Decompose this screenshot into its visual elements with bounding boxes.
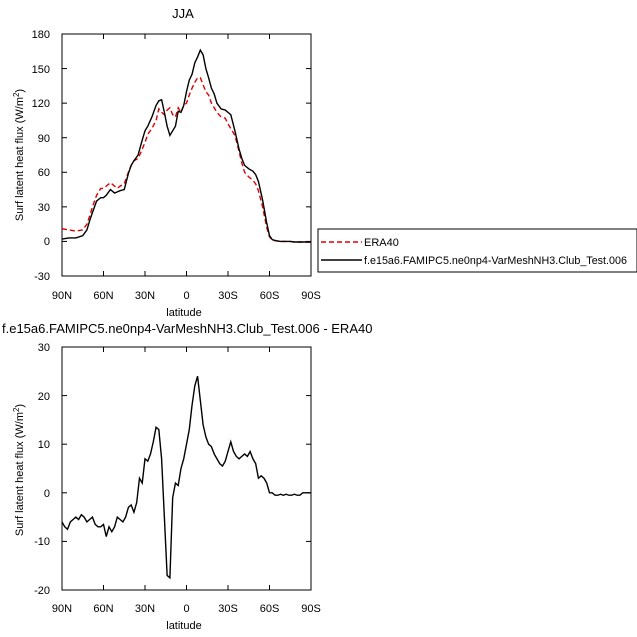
ylabel-superscript: 2	[12, 407, 21, 412]
ytick-label: 120	[32, 98, 50, 110]
series-line-model	[62, 48, 311, 243]
ytick-label: 0	[44, 236, 50, 248]
plot-bottom-xaxis: 90N 60N 30N 0 30S 60S 90S	[52, 603, 321, 615]
xtick-label: 90N	[52, 603, 72, 615]
ytick-label: 180	[32, 29, 50, 41]
xtick-label: 30S	[218, 603, 238, 615]
plot-bottom-yaxis: -20 -10 0 10 20 30	[34, 342, 50, 597]
ytick-label: 150	[32, 64, 50, 76]
plot-bottom-ylabel: Surf latent heat flux (W/m2)	[12, 404, 26, 536]
series-line-era40	[62, 77, 311, 243]
xtick-label: 90S	[301, 290, 321, 302]
ylabel-main: Surf latent heat flux (W/m	[14, 412, 26, 536]
plot-bottom-title: f.e15a6.FAMIPC5.ne0np4-VarMeshNH3.Club_T…	[2, 321, 372, 336]
plot-top-title: JJA	[172, 6, 194, 21]
xtick-label: 0	[183, 290, 189, 302]
xtick-label: 90N	[52, 290, 72, 302]
ytick-label: 20	[38, 391, 50, 403]
plot-top-xaxis: 90N 60N 30N 0 30S 60S 90S	[52, 290, 321, 302]
ytick-label: 10	[38, 439, 50, 451]
ylabel-end: )	[14, 404, 26, 408]
xtick-label: 60N	[93, 603, 113, 615]
ytick-label: -30	[34, 271, 50, 283]
ytick-label: -20	[34, 585, 50, 597]
plot-top-ylabel: Surf latent heat flux (W/m2)	[12, 89, 26, 221]
legend-label-model: f.e15a6.FAMIPC5.ne0np4-VarMeshNH3.Club_T…	[364, 255, 627, 267]
ylabel-superscript: 2	[12, 92, 21, 97]
legend: ERA40 f.e15a6.FAMIPC5.ne0np4-VarMeshNH3.…	[317, 228, 637, 273]
legend-box	[317, 228, 637, 273]
ytick-label: 60	[38, 167, 50, 179]
xtick-label: 90S	[301, 603, 321, 615]
xtick-label: 30S	[218, 290, 238, 302]
xtick-label: 60S	[260, 603, 280, 615]
ytick-label: -10	[34, 536, 50, 548]
ytick-label: 30	[38, 202, 50, 214]
ytick-label: 30	[38, 342, 50, 354]
ytick-label: 0	[44, 488, 50, 500]
xtick-label: 0	[183, 603, 189, 615]
plot-top-xlabel: latitude	[166, 307, 201, 319]
xtick-label: 60S	[260, 290, 280, 302]
plot-bottom-frame	[61, 346, 312, 591]
ylabel-end: )	[14, 89, 26, 93]
plot-top-yaxis: -30 0 30 60 90 120 150 180	[32, 29, 50, 283]
plot-bottom-xlabel: latitude	[166, 620, 201, 632]
legend-label-era40: ERA40	[364, 237, 399, 249]
series-line-difference	[62, 375, 311, 580]
plot-bottom-tickmarks	[61, 346, 312, 591]
ylabel-main: Surf latent heat flux (W/m	[14, 97, 26, 221]
plot-top: JJA -30 0 30 60 90 120 150 180 90N 60N 3…	[12, 6, 637, 319]
plot-bottom: f.e15a6.FAMIPC5.ne0np4-VarMeshNH3.Club_T…	[2, 321, 372, 632]
xtick-label: 30N	[135, 290, 155, 302]
xtick-label: 60N	[93, 290, 113, 302]
plot-top-tickmarks	[61, 33, 312, 277]
ytick-label: 90	[38, 133, 50, 145]
xtick-label: 30N	[135, 603, 155, 615]
